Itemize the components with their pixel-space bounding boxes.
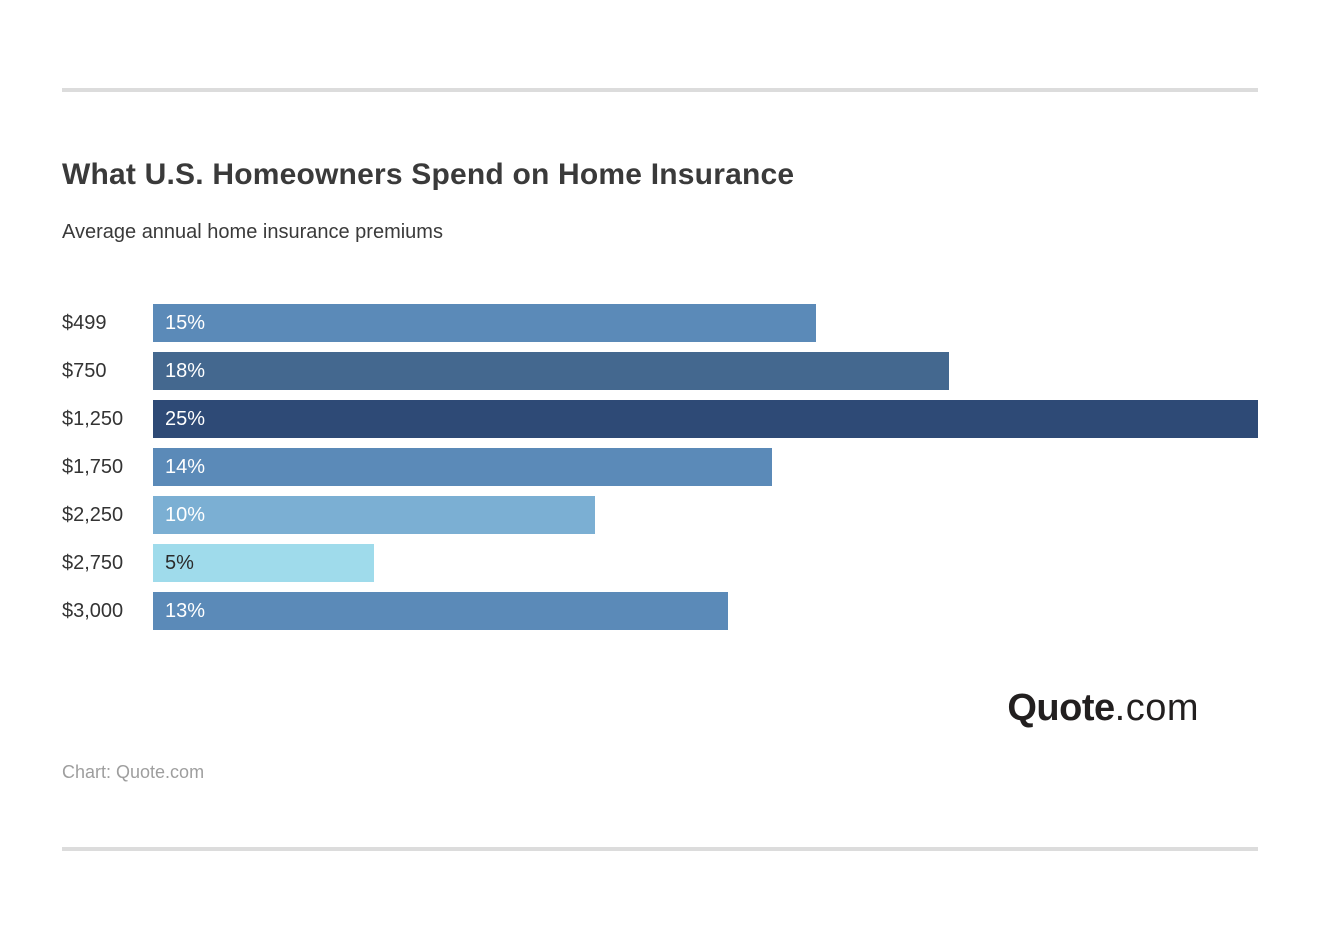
- bar-track: 14%: [153, 448, 1258, 486]
- bottom-divider: [62, 847, 1258, 851]
- bar: 15%: [153, 304, 816, 342]
- brand-logo-area: Quote.com: [62, 686, 1258, 730]
- top-divider: [62, 88, 1258, 92]
- bar: 25%: [153, 400, 1258, 438]
- chart-row: $499 15%: [62, 304, 1258, 342]
- category-label: $2,250: [62, 503, 124, 526]
- chart-row: $750 18%: [62, 352, 1258, 390]
- chart-credit: Chart: Quote.com: [62, 762, 205, 782]
- chart-row: $2,750 5%: [62, 544, 1258, 582]
- bar-track: 18%: [153, 352, 1258, 390]
- logo-secondary-text: .com: [1114, 687, 1199, 729]
- bar-value-label: 18%: [165, 359, 206, 382]
- chart-card: What U.S. Homeowners Spend on Home Insur…: [0, 88, 1320, 932]
- category-label: $3,000: [62, 599, 124, 622]
- chart-row: $2,250 10%: [62, 496, 1258, 534]
- chart-row: $1,250 25%: [62, 400, 1258, 438]
- bar: 18%: [153, 352, 949, 390]
- bar-track: 5%: [153, 544, 1258, 582]
- bar-value-label: 25%: [165, 407, 206, 430]
- quote-com-logo: Quote.com: [1007, 686, 1199, 730]
- category-label: $1,750: [62, 455, 124, 478]
- chart-row: $3,000 13%: [62, 592, 1258, 630]
- bar-value-label: 15%: [165, 311, 206, 334]
- bar-value-label: 13%: [165, 599, 206, 622]
- bar-chart: $499 15% $750 18% $1,250 25% $1,750 14% $2,250 10…: [62, 304, 1258, 630]
- category-label: $499: [62, 311, 107, 334]
- bar: 13%: [153, 592, 728, 630]
- chart-title: What U.S. Homeowners Spend on Home Insur…: [62, 158, 795, 191]
- category-label: $1,250: [62, 407, 124, 430]
- logo-primary-text: Quote: [1007, 687, 1115, 729]
- bar-track: 25%: [153, 400, 1258, 438]
- bar: 14%: [153, 448, 772, 486]
- chart-subtitle: Average annual home insurance premiums: [62, 221, 443, 243]
- chart-row: $1,750 14%: [62, 448, 1258, 486]
- bar: 5%: [153, 544, 374, 582]
- category-label: $2,750: [62, 551, 124, 574]
- bar-track: 15%: [153, 304, 1258, 342]
- bar-value-label: 10%: [165, 503, 206, 526]
- bar-track: 13%: [153, 592, 1258, 630]
- bar-value-label: 5%: [165, 551, 194, 574]
- bar-value-label: 14%: [165, 455, 206, 478]
- bar: 10%: [153, 496, 595, 534]
- category-label: $750: [62, 359, 107, 382]
- bar-track: 10%: [153, 496, 1258, 534]
